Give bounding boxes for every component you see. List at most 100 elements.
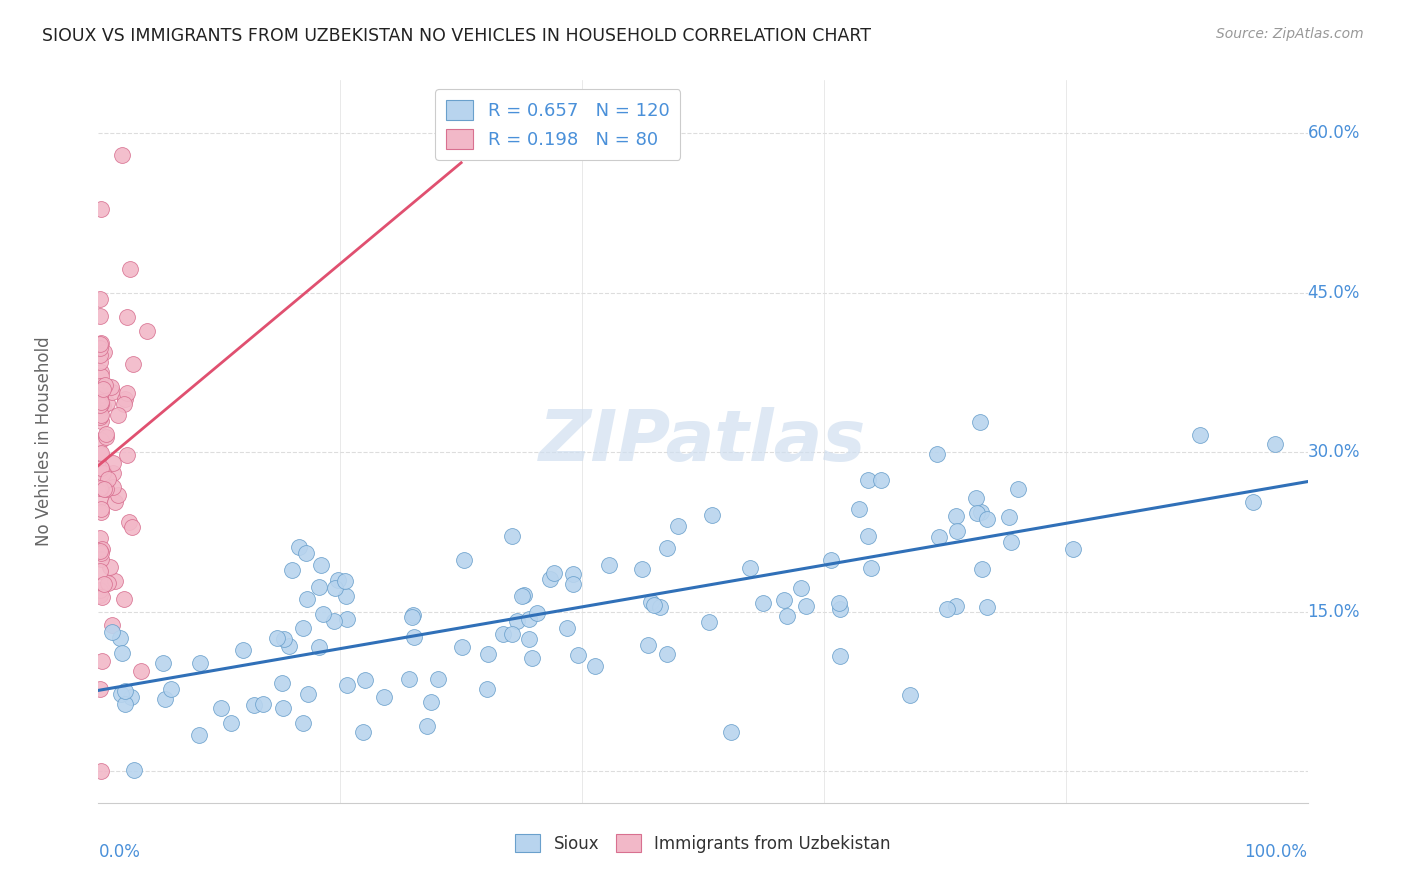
Point (122, 357, 145, 371)
Point (898, 688, 921, 702)
Point (700, 508, 723, 522)
Point (266, 631, 288, 645)
Point (740, 561, 762, 575)
Point (856, 473, 879, 487)
Point (89, 544, 111, 558)
Point (336, 612, 359, 626)
Point (598, 558, 620, 573)
Point (945, 508, 967, 523)
Point (111, 147, 134, 161)
Point (969, 415, 991, 429)
Point (402, 608, 425, 623)
Point (271, 700, 294, 714)
Point (93, 483, 115, 497)
Point (666, 519, 689, 533)
Point (89, 293, 111, 307)
Point (401, 609, 423, 624)
Point (402, 630, 425, 644)
Point (90, 481, 112, 495)
Point (277, 639, 299, 653)
Point (555, 621, 578, 635)
Point (415, 718, 437, 732)
Point (252, 698, 274, 712)
Point (89, 583, 111, 598)
Point (90, 414, 112, 428)
Text: 45.0%: 45.0% (1308, 284, 1360, 301)
Text: 60.0%: 60.0% (1308, 124, 1360, 143)
Point (100, 618, 122, 632)
Point (112, 397, 135, 411)
Point (97, 576, 120, 591)
Point (89, 681, 111, 696)
Point (89, 543, 111, 558)
Point (90, 446, 112, 460)
Point (115, 385, 138, 400)
Point (308, 581, 330, 595)
Point (928, 530, 950, 544)
Point (512, 590, 534, 604)
Point (998, 510, 1021, 524)
Text: No Vehicles in Household: No Vehicles in Household (35, 336, 53, 547)
Point (91, 590, 114, 604)
Point (976, 511, 998, 525)
Point (976, 600, 998, 615)
Point (101, 625, 124, 640)
Point (115, 448, 138, 462)
Point (90, 505, 112, 519)
Point (640, 595, 662, 609)
Point (90, 460, 112, 475)
Point (89, 348, 111, 362)
Point (90, 655, 112, 669)
Point (91, 463, 114, 477)
Point (273, 632, 295, 647)
Point (501, 626, 523, 640)
Point (773, 592, 796, 607)
Point (190, 657, 212, 671)
Point (89, 336, 111, 351)
Point (90, 764, 112, 778)
Point (637, 638, 659, 652)
Point (101, 456, 124, 470)
Point (859, 561, 882, 575)
Point (89, 398, 111, 412)
Point (89, 531, 111, 545)
Point (271, 676, 294, 690)
Point (1241, 495, 1264, 509)
Point (1007, 482, 1029, 496)
Point (90, 394, 112, 409)
Point (187, 729, 209, 743)
Point (297, 687, 319, 701)
Point (94, 482, 117, 496)
Point (295, 545, 318, 559)
Point (91, 382, 114, 396)
Point (453, 553, 475, 567)
Point (655, 647, 678, 661)
Point (292, 715, 315, 730)
Point (110, 631, 132, 645)
Point (153, 691, 176, 706)
Point (491, 627, 513, 641)
Point (89, 408, 111, 422)
Point (89, 388, 111, 402)
Point (152, 656, 174, 670)
Point (522, 651, 544, 665)
Point (519, 632, 541, 646)
Point (828, 602, 851, 616)
Point (107, 488, 129, 502)
Point (561, 577, 583, 591)
Point (326, 573, 349, 587)
Point (427, 672, 450, 686)
Point (505, 614, 527, 628)
Point (160, 681, 183, 696)
Text: 15.0%: 15.0% (1308, 602, 1360, 621)
Text: ZIPatlas: ZIPatlas (540, 407, 866, 476)
Point (97, 472, 120, 486)
Text: 0.0%: 0.0% (98, 843, 141, 861)
Point (970, 506, 993, 520)
Point (776, 608, 799, 623)
Point (124, 763, 146, 777)
Point (89, 409, 111, 424)
Point (89, 378, 111, 392)
Point (100, 379, 122, 393)
Point (93, 576, 115, 591)
